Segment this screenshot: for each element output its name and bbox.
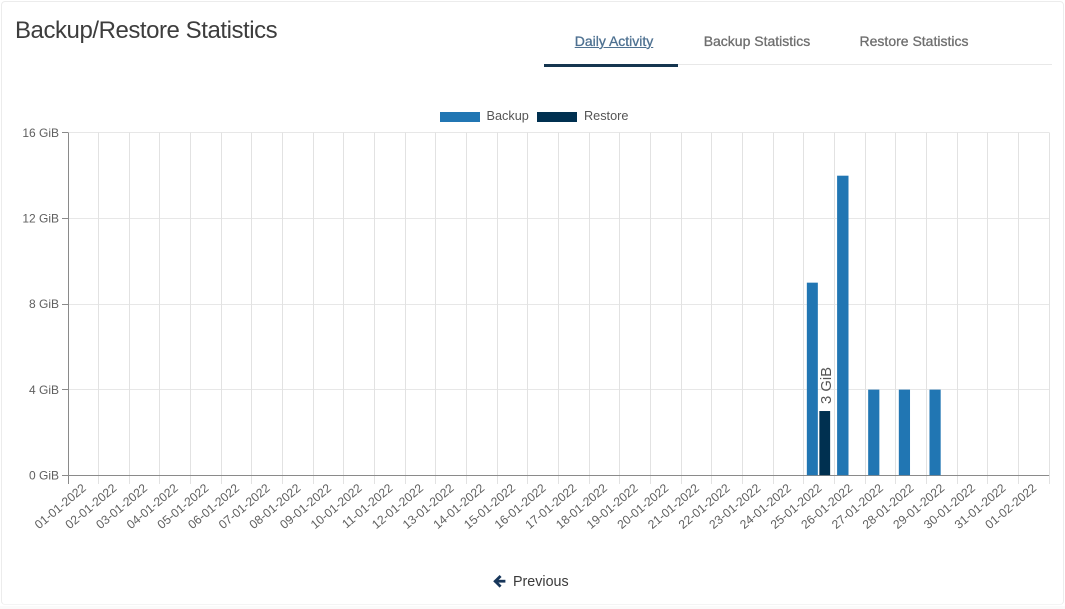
svg-text:12 GiB: 12 GiB (22, 212, 59, 226)
svg-text:4 GiB: 4 GiB (29, 383, 59, 397)
svg-text:3 GiB: 3 GiB (819, 367, 835, 404)
svg-text:0 GiB: 0 GiB (29, 468, 59, 482)
svg-text:16 GiB: 16 GiB (22, 126, 59, 140)
svg-text:8 GiB: 8 GiB (29, 297, 59, 311)
